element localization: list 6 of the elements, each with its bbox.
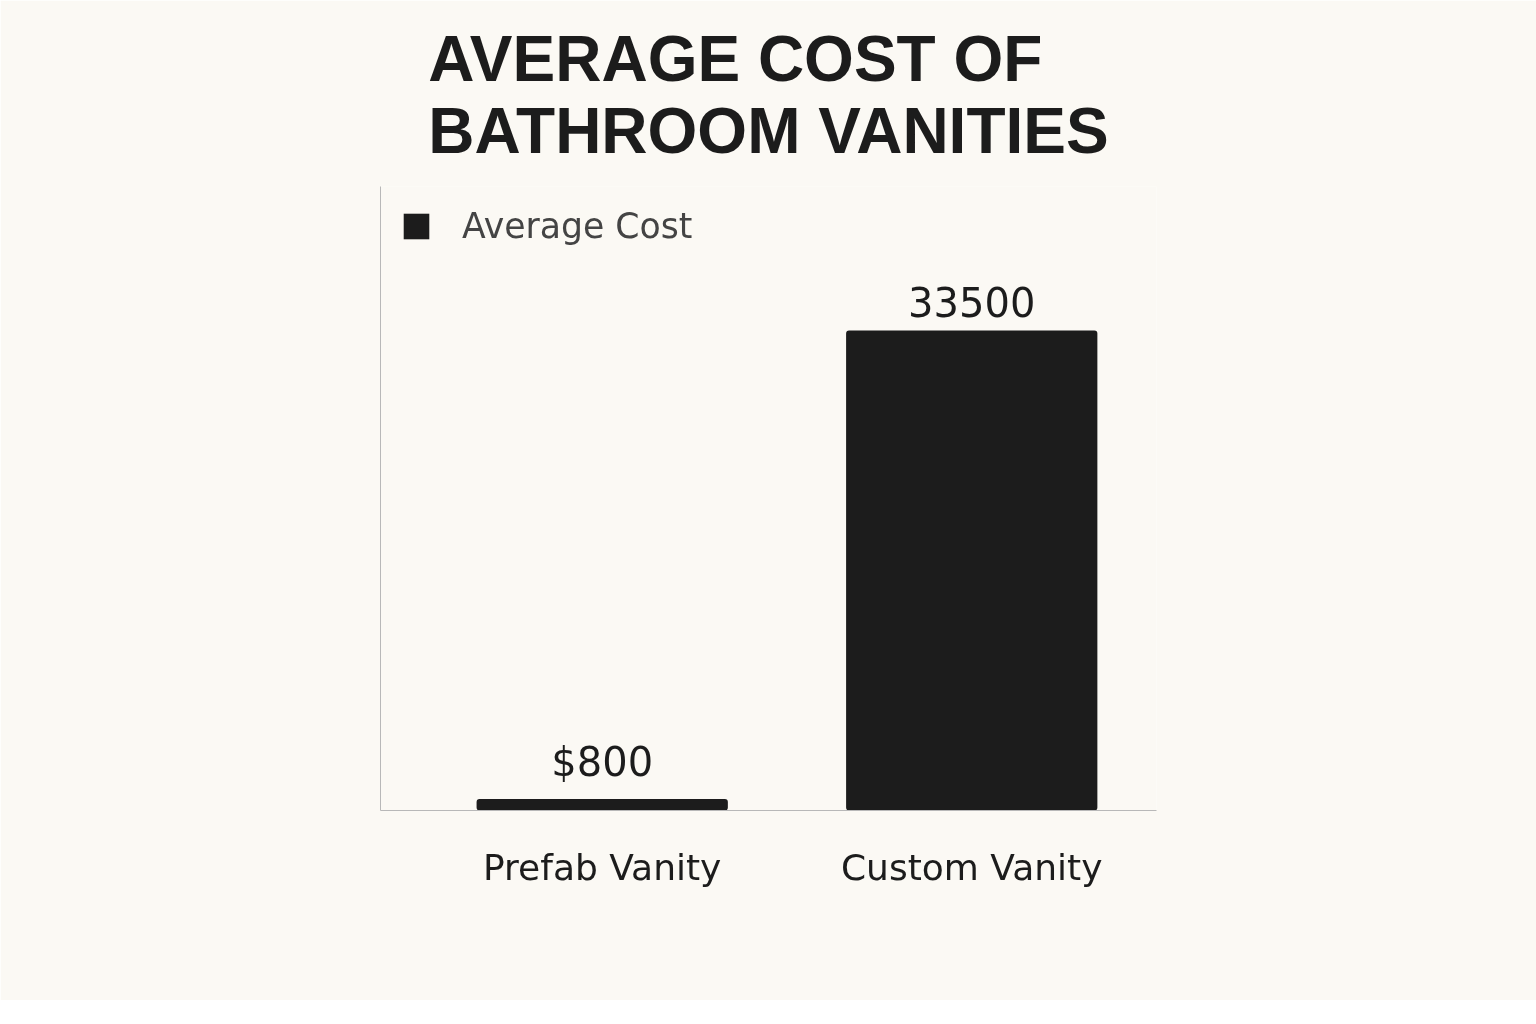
x-tick-label: Custom Vanity xyxy=(840,846,1103,888)
legend-label: Average Cost xyxy=(462,206,693,246)
x-tick-label: Prefab Vanity xyxy=(483,846,722,888)
chart-title: AVERAGE COST OF BATHROOM VANITIES xyxy=(428,22,1109,167)
data-label: 33500 xyxy=(908,279,1036,326)
data-label: $800 xyxy=(551,739,654,786)
